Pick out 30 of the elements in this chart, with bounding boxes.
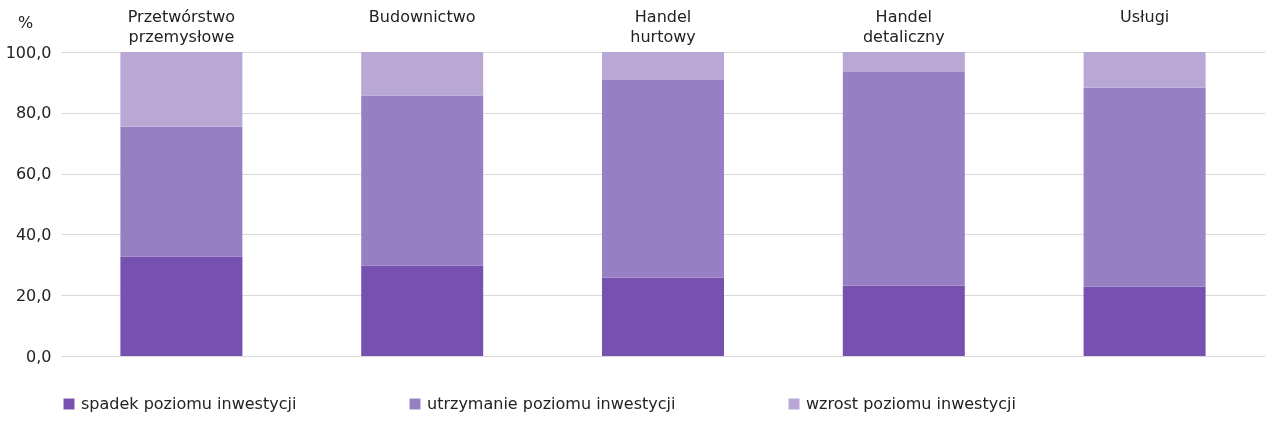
legend-label: spadek poziomu inwestycji [81, 394, 297, 413]
y-tick-label: 40,0 [15, 224, 52, 244]
y-tick-label: 80,0 [15, 103, 52, 123]
y-tick-label: 100,0 [5, 42, 52, 62]
x-tick-label: Budownictwo [368, 6, 476, 26]
bar [602, 79, 724, 278]
bar [361, 95, 484, 266]
bar [1083, 87, 1206, 287]
bar [120, 52, 243, 127]
x-tick-label: Handel detaliczny [862, 6, 945, 46]
bar [120, 256, 243, 356]
x-tick-label: Usługi [1119, 6, 1170, 26]
y-axis-title: % [17, 12, 34, 32]
legend-label: utrzymanie poziomu inwestycji [427, 394, 676, 413]
bar [602, 277, 724, 356]
bar [842, 72, 965, 286]
bar [602, 52, 724, 80]
legend-label: wzrost poziomu inwestycji [806, 394, 1016, 413]
y-tick-label: 0,0 [26, 346, 52, 366]
bar [361, 265, 484, 356]
bar [120, 126, 243, 257]
y-tick-label: 60,0 [15, 164, 52, 184]
y-tick-label: 20,0 [15, 285, 52, 305]
bar [361, 52, 484, 96]
bar [1083, 286, 1206, 356]
x-tick-label: Handel hurtowy [630, 6, 696, 46]
bar [842, 52, 965, 73]
bar [1083, 52, 1206, 88]
x-tick-label: Przetwórstwo przemysłowe [127, 6, 236, 46]
bar [842, 285, 965, 356]
